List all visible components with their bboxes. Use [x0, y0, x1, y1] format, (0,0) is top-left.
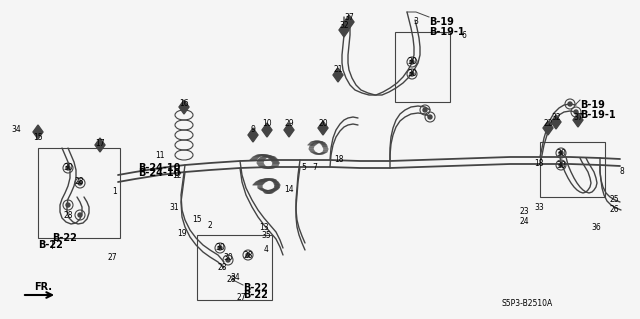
Text: 30: 30 — [63, 164, 73, 173]
Circle shape — [568, 102, 572, 106]
Text: 24: 24 — [519, 218, 529, 226]
Polygon shape — [248, 128, 258, 142]
Text: 12: 12 — [172, 170, 182, 180]
Text: 30: 30 — [215, 243, 225, 253]
Text: 30: 30 — [556, 149, 566, 158]
Text: 11: 11 — [156, 151, 164, 160]
Bar — [38, 148, 120, 238]
Polygon shape — [333, 68, 343, 82]
Text: 15: 15 — [192, 216, 202, 225]
Polygon shape — [551, 115, 561, 129]
Circle shape — [226, 258, 230, 262]
Text: 28: 28 — [243, 250, 253, 259]
Text: 30: 30 — [407, 57, 417, 66]
Text: B-24-10: B-24-10 — [138, 168, 180, 178]
Text: 4: 4 — [264, 246, 268, 255]
Text: B-22: B-22 — [243, 290, 268, 300]
Text: B-22: B-22 — [52, 233, 77, 243]
Text: 18: 18 — [534, 159, 544, 167]
Text: 28: 28 — [63, 211, 73, 219]
Text: 5: 5 — [301, 164, 307, 173]
Text: 25: 25 — [609, 196, 619, 204]
Text: 27: 27 — [236, 293, 246, 302]
Text: 1: 1 — [113, 188, 117, 197]
Circle shape — [78, 213, 82, 217]
Polygon shape — [95, 138, 105, 152]
Circle shape — [246, 253, 250, 257]
Text: 20: 20 — [318, 118, 328, 128]
Text: 6: 6 — [461, 31, 467, 40]
Circle shape — [410, 60, 414, 64]
Bar — [540, 142, 605, 197]
Text: 17: 17 — [95, 138, 105, 147]
Text: 23: 23 — [519, 207, 529, 217]
Text: 2: 2 — [207, 220, 212, 229]
Text: 15: 15 — [33, 132, 43, 142]
Polygon shape — [33, 125, 43, 139]
Text: B-19: B-19 — [429, 17, 454, 27]
Text: B-19: B-19 — [580, 100, 605, 110]
Text: S5P3-B2510A: S5P3-B2510A — [502, 299, 553, 308]
Polygon shape — [284, 123, 294, 137]
Polygon shape — [318, 121, 328, 135]
Text: 28: 28 — [227, 276, 236, 285]
Text: 8: 8 — [620, 167, 625, 176]
Polygon shape — [262, 123, 272, 137]
Text: 18: 18 — [334, 155, 344, 165]
Circle shape — [559, 151, 563, 155]
Text: B-19-1: B-19-1 — [580, 110, 616, 120]
Circle shape — [559, 163, 563, 167]
Text: 30: 30 — [223, 254, 233, 263]
Text: 30: 30 — [556, 160, 566, 169]
Text: 10: 10 — [262, 120, 272, 129]
Text: 32: 32 — [551, 114, 561, 122]
Text: FR.: FR. — [34, 282, 52, 292]
Text: 36: 36 — [591, 224, 601, 233]
Circle shape — [428, 115, 432, 119]
Text: 19: 19 — [177, 228, 187, 238]
Text: 37: 37 — [573, 113, 583, 122]
Text: 28: 28 — [217, 263, 227, 272]
Text: 32: 32 — [339, 20, 349, 29]
Circle shape — [410, 72, 414, 76]
Text: B-19-1: B-19-1 — [429, 27, 465, 37]
Text: 37: 37 — [344, 13, 354, 23]
Polygon shape — [573, 113, 583, 127]
Polygon shape — [543, 121, 553, 135]
Circle shape — [423, 108, 427, 112]
Text: 30: 30 — [407, 70, 417, 78]
Polygon shape — [344, 15, 354, 29]
Text: 9: 9 — [251, 125, 255, 135]
Text: B-22: B-22 — [243, 283, 268, 293]
Text: 13: 13 — [259, 224, 269, 233]
Polygon shape — [179, 100, 189, 114]
Text: 27: 27 — [107, 253, 117, 262]
Bar — [197, 235, 272, 300]
Text: B-22: B-22 — [38, 240, 63, 250]
Text: 7: 7 — [312, 164, 317, 173]
Circle shape — [66, 203, 70, 207]
Text: B-24-10: B-24-10 — [138, 163, 180, 173]
Circle shape — [574, 110, 578, 114]
Polygon shape — [339, 23, 349, 37]
Text: 14: 14 — [284, 186, 294, 195]
Text: 26: 26 — [609, 205, 619, 214]
Text: 35: 35 — [261, 232, 271, 241]
Text: 34: 34 — [230, 272, 240, 281]
Circle shape — [66, 166, 70, 170]
Text: 33: 33 — [534, 204, 544, 212]
Text: 3: 3 — [413, 18, 419, 26]
Text: 21: 21 — [333, 65, 343, 75]
Text: 22: 22 — [543, 120, 553, 129]
Text: 16: 16 — [179, 100, 189, 108]
Bar — [395, 32, 450, 102]
Text: 34: 34 — [11, 125, 21, 135]
Text: 28: 28 — [74, 177, 84, 187]
Text: 29: 29 — [284, 120, 294, 129]
Text: 31: 31 — [169, 204, 179, 212]
Circle shape — [218, 246, 222, 250]
Circle shape — [78, 181, 82, 185]
